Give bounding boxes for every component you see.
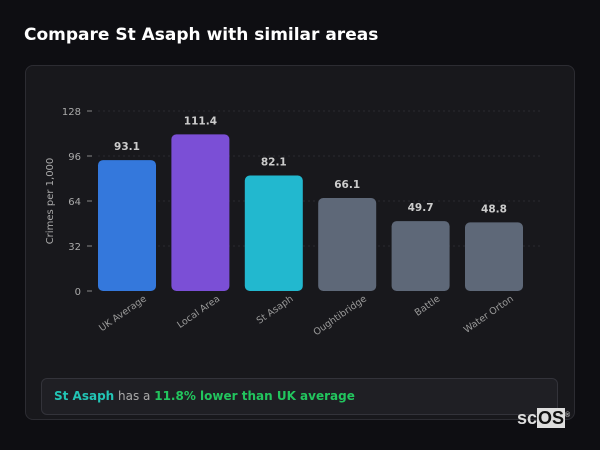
data-label: 49.7 <box>408 202 434 214</box>
x-tick-label: Oughtibridge <box>311 293 369 338</box>
x-tick-label: Local Area <box>175 293 222 330</box>
y-tick-label: 32 <box>68 242 81 253</box>
bar[interactable] <box>318 198 377 291</box>
bar[interactable] <box>98 160 156 291</box>
data-label: 48.8 <box>481 203 507 215</box>
y-tick-label: 0 <box>75 287 81 298</box>
y-tick-label: 96 <box>68 152 81 163</box>
x-tick-label: Water Orton <box>462 293 516 335</box>
summary-comparison: 11.8% lower than UK average <box>154 389 355 403</box>
bar[interactable] <box>244 175 303 291</box>
x-tick-label: St Asaph <box>255 293 296 326</box>
x-tick-label: UK Average <box>97 293 149 334</box>
y-axis-label: Crimes per 1,000 <box>45 158 56 245</box>
summary-box: St Asaph has a 11.8% lower than UK avera… <box>41 378 558 415</box>
bar[interactable] <box>391 221 450 291</box>
y-tick-label: 64 <box>68 197 81 208</box>
data-label: 111.4 <box>184 115 217 127</box>
scos-logo: scOS® <box>517 408 571 428</box>
y-tick-label: 128 <box>62 107 81 118</box>
bar[interactable] <box>171 134 230 291</box>
data-label: 66.1 <box>334 179 360 191</box>
summary-text: has a <box>114 389 155 403</box>
data-label: 82.1 <box>261 157 287 169</box>
page-title: Compare St Asaph with similar areas <box>24 25 379 45</box>
x-tick-label: Battle <box>413 293 443 318</box>
summary-area: St Asaph <box>54 389 115 403</box>
data-label: 93.1 <box>114 141 140 153</box>
bar[interactable] <box>465 222 523 291</box>
